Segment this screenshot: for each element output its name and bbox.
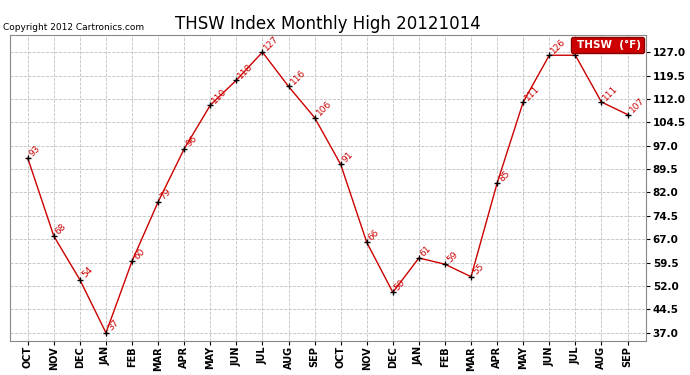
Text: 91: 91 [341,150,355,164]
Text: 107: 107 [627,96,646,114]
Text: 118: 118 [237,62,255,80]
Text: 60: 60 [132,247,146,261]
Text: 106: 106 [315,99,333,118]
Text: 110: 110 [210,87,229,105]
Text: 55: 55 [471,262,486,277]
Text: 126: 126 [575,37,594,55]
Text: 79: 79 [158,188,172,202]
Text: 85: 85 [497,169,511,183]
Text: Copyright 2012 Cartronics.com: Copyright 2012 Cartronics.com [3,23,144,32]
Text: 127: 127 [262,34,281,52]
Text: 66: 66 [367,228,382,242]
Text: 96: 96 [184,134,199,149]
Legend: THSW  (°F): THSW (°F) [571,37,644,53]
Text: 50: 50 [393,278,407,292]
Text: 68: 68 [54,222,68,236]
Text: 54: 54 [80,266,95,280]
Text: 116: 116 [288,68,307,87]
Text: 61: 61 [419,243,433,258]
Text: 111: 111 [523,84,542,102]
Text: 111: 111 [602,84,620,102]
Text: 37: 37 [106,318,121,333]
Title: THSW Index Monthly High 20121014: THSW Index Monthly High 20121014 [175,15,480,33]
Text: 93: 93 [28,144,42,158]
Text: 59: 59 [445,250,460,264]
Text: 126: 126 [549,37,568,55]
